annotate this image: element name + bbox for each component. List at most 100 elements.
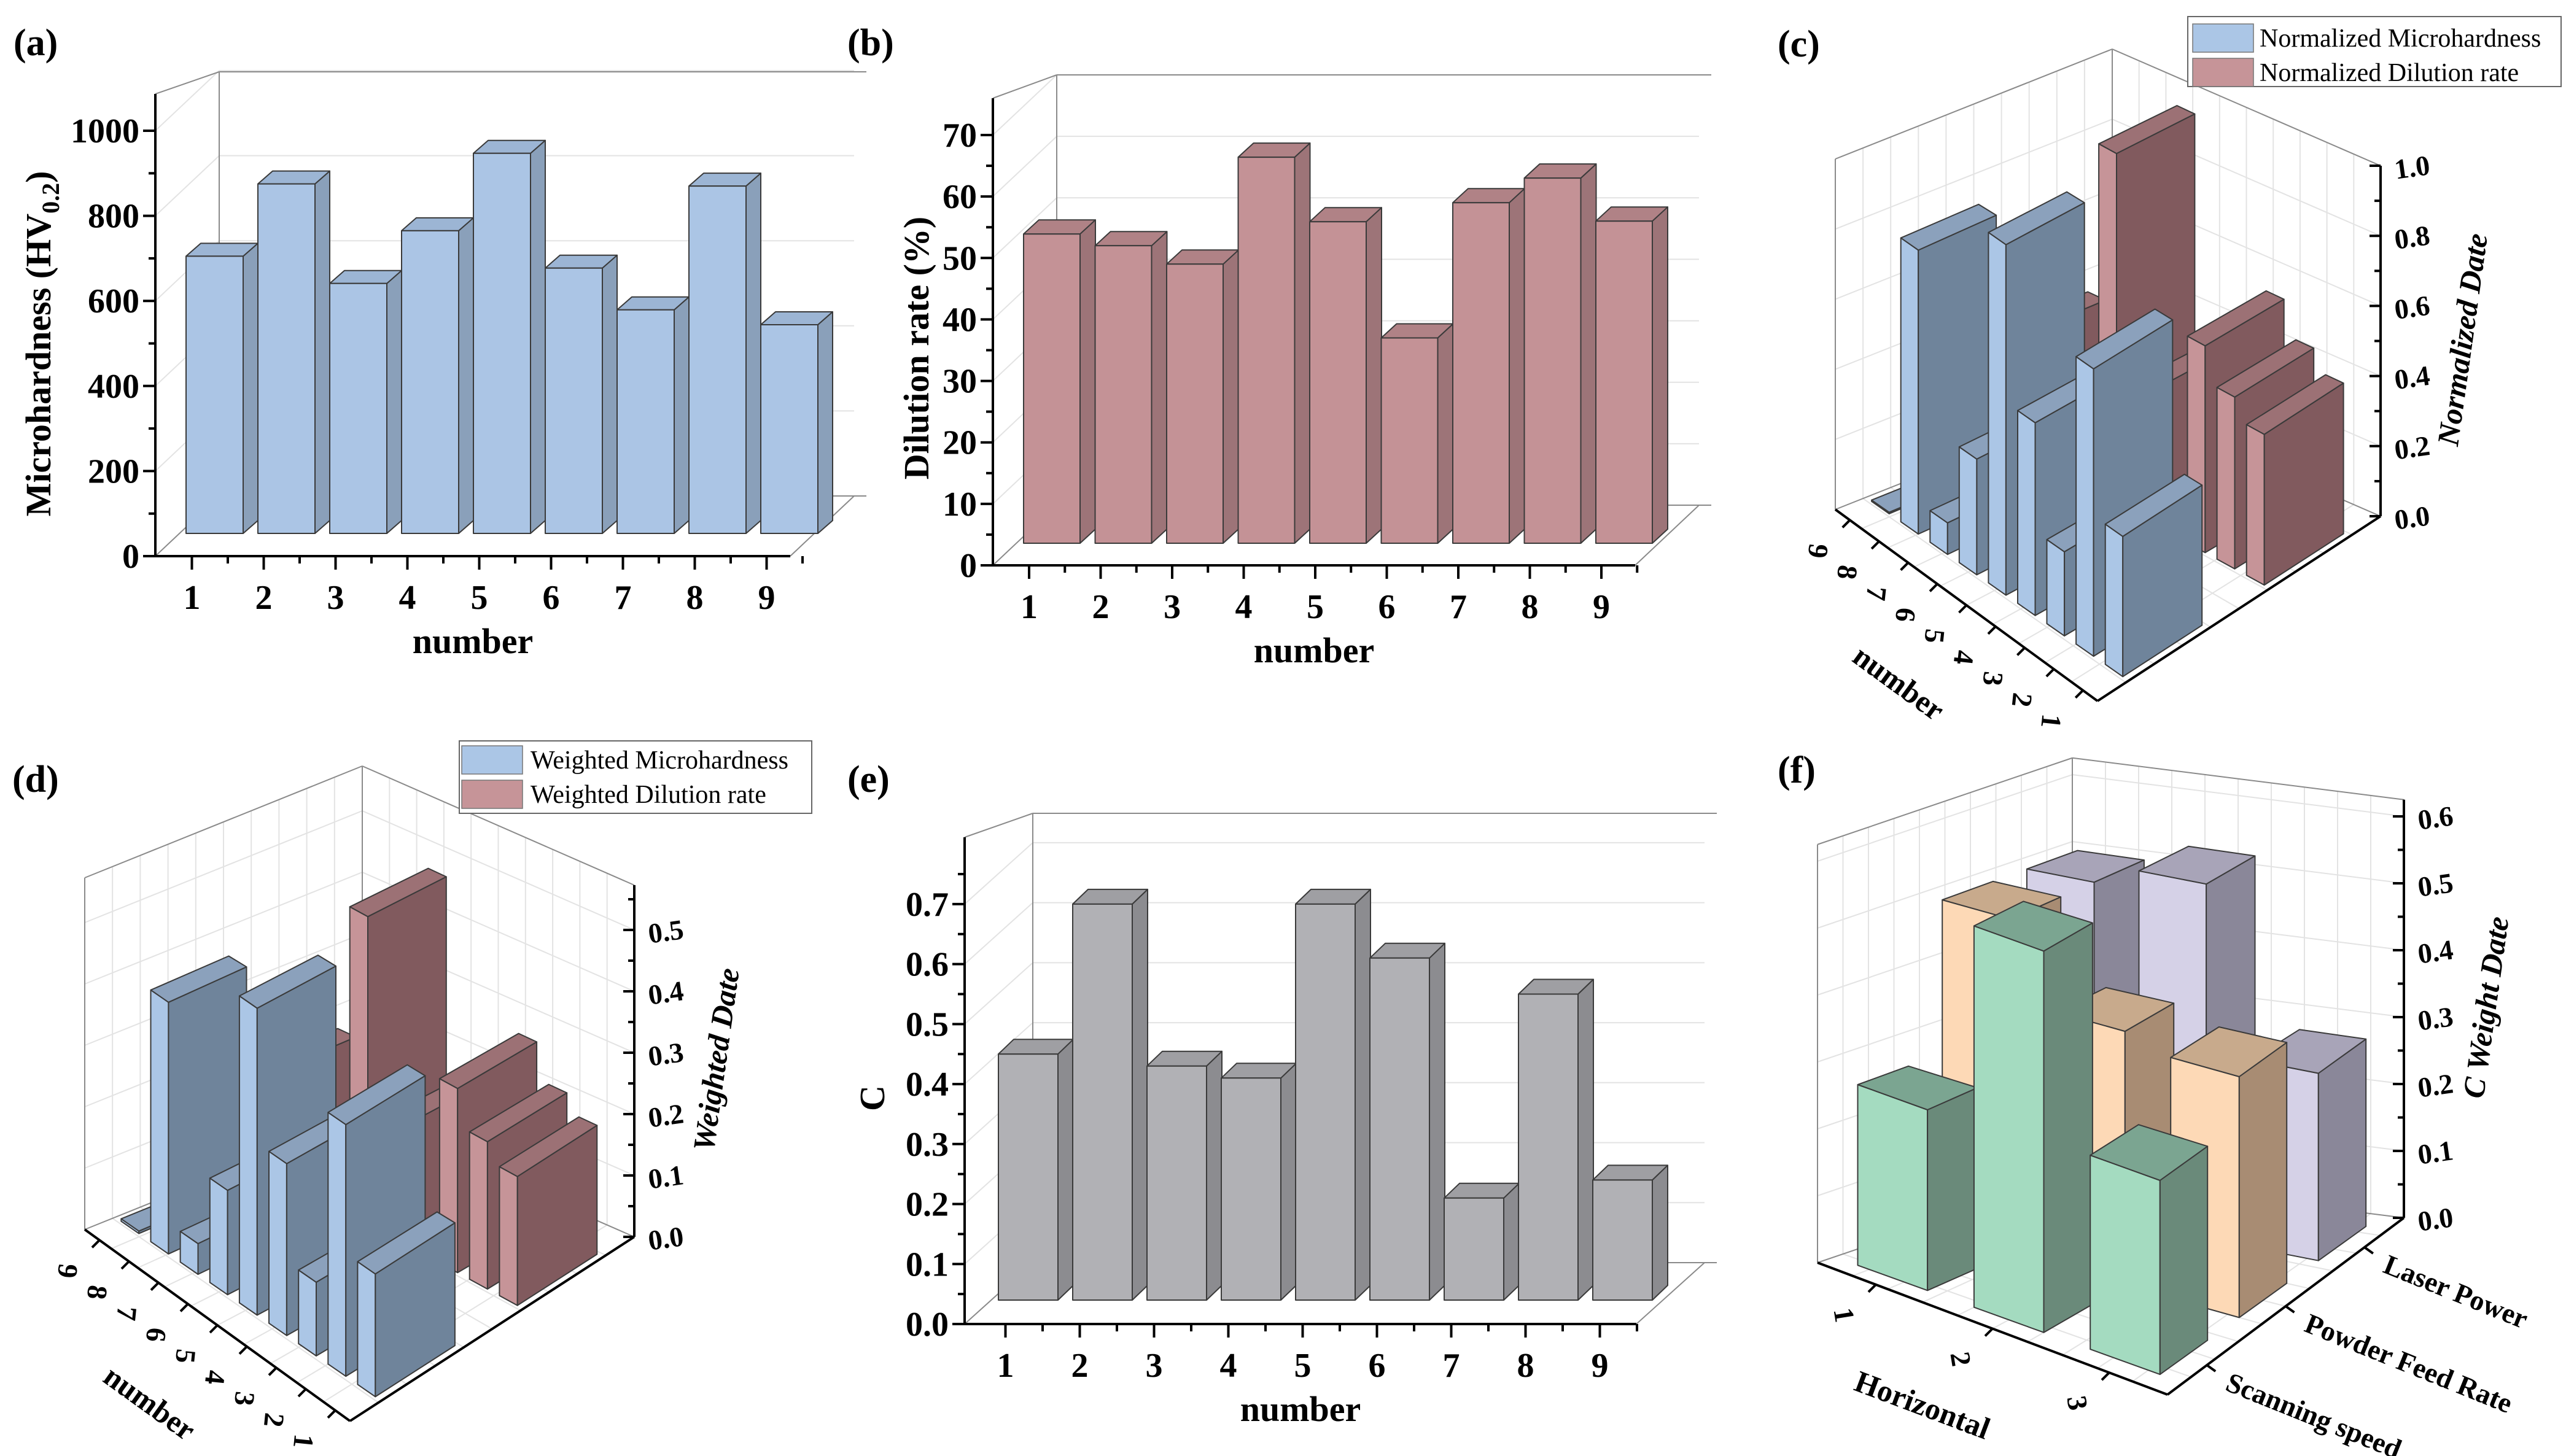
bar-side-face	[1223, 249, 1239, 544]
bar-side-face	[1509, 188, 1525, 544]
bar-5	[1309, 207, 1382, 544]
series-tick-label: Powder Feed Rate	[2301, 1307, 2517, 1419]
bar-top-face	[2245, 374, 2344, 435]
bar-side-face	[1429, 942, 1445, 1301]
category-tick-label: 9	[1802, 543, 1835, 560]
y-tick-label: 40	[943, 301, 977, 339]
bar-side-face	[1079, 219, 1096, 544]
legend: Weighted Microhardness Weighted Dilution …	[459, 740, 812, 814]
bar-top-face	[150, 955, 247, 1003]
y-tick-label: 20	[943, 424, 977, 462]
category-tick-label: 3	[228, 1390, 261, 1408]
y-axis-title-subscript: 0.2	[37, 183, 64, 214]
bar-side-face	[243, 242, 259, 534]
series-tick-label: Laser Power	[2379, 1249, 2532, 1334]
bar-3	[1166, 249, 1239, 544]
y-tick-label: 0.0	[906, 1306, 949, 1344]
y-tick-label: 0.7	[906, 886, 949, 924]
y-tick-label: 400	[88, 368, 139, 406]
bar-top-face	[349, 867, 447, 918]
panel-label: (e)	[847, 759, 890, 800]
bar-9	[1592, 1164, 1668, 1301]
z-tick-label: 0.3	[2416, 1001, 2455, 1037]
bar-front-face	[1221, 1077, 1281, 1301]
y-tick-label: 10	[943, 486, 977, 524]
gridline-side	[964, 902, 1033, 965]
category-tick-label: 5	[169, 1347, 202, 1365]
x-tick-label: 4	[399, 579, 416, 617]
bar-side-face	[602, 254, 618, 534]
bar-front-face	[1518, 993, 1579, 1301]
gridline-side	[992, 136, 1057, 197]
bar-top-face	[2090, 1124, 2209, 1181]
bar3d-scanning-speed-1	[1857, 1065, 1978, 1291]
bar-right-face	[2238, 1042, 2288, 1319]
z-tick-label: 0.0	[2392, 500, 2432, 536]
bar-6	[1369, 942, 1445, 1301]
bar-top-face	[2187, 290, 2285, 347]
bar-front-face	[257, 183, 316, 534]
panel-label: (f)	[1778, 749, 1816, 791]
bar-8	[688, 172, 761, 534]
y-tick-label: 30	[943, 363, 977, 401]
bar-top-face	[357, 1211, 456, 1275]
bar-9	[1595, 206, 1668, 544]
category-tick-label: 4	[199, 1369, 231, 1386]
category-tick-label: 7	[1860, 585, 1893, 602]
y-axis-title: Dilution rate (%)	[896, 217, 936, 480]
y-tick-label: 800	[88, 198, 139, 236]
bar-5	[473, 139, 546, 534]
gridline-z	[1817, 773, 2405, 862]
bar-left-face	[1988, 231, 2007, 596]
category-tick-label: 2	[1944, 1349, 1977, 1368]
category-tick-label: 6	[1889, 606, 1922, 624]
x-tick-label: 4	[1220, 1347, 1237, 1385]
bar-top-face	[1973, 900, 2093, 952]
bar-left-face	[150, 989, 169, 1255]
series-tick	[2206, 1364, 2217, 1373]
z-tick-label: 0.6	[2392, 290, 2432, 326]
z-tick-label: 1.0	[2392, 149, 2432, 185]
category-tick	[2045, 668, 2055, 678]
series-axis	[349, 1236, 636, 1422]
category-tick	[150, 1282, 160, 1291]
bar-1	[1023, 219, 1096, 544]
y-tick-label: 0.4	[906, 1066, 949, 1104]
legend-swatch	[461, 745, 523, 775]
bar-side-face	[530, 139, 546, 534]
x-tick-label: 9	[758, 579, 776, 617]
bar-right-face	[2317, 1038, 2367, 1261]
bar-front-face	[1523, 177, 1582, 544]
wall-top-edge	[1817, 757, 2073, 845]
bar-side-face	[386, 269, 402, 534]
wall-edge	[1636, 1262, 1705, 1325]
panel-b: 0 10 20 30 40 50 60 70 1 2 3 4 5 6 7 8 9 number Dilution r…	[847, 22, 1711, 670]
bar-left-face	[2245, 424, 2265, 586]
bar-3	[329, 269, 402, 534]
category-tick-label: 7	[111, 1305, 143, 1322]
bar-side-face	[1652, 206, 1668, 544]
category-tick	[1870, 540, 1880, 550]
bar-top-face	[1857, 1065, 1978, 1110]
bar-left-face	[468, 1131, 488, 1290]
z-tick-label: 0.8	[2392, 219, 2432, 255]
legend-label: Weighted Microhardness	[531, 746, 788, 775]
wall-edge	[992, 74, 1057, 99]
wall-edge	[155, 71, 220, 95]
bar-4	[401, 217, 474, 534]
y-tick-label: 0.3	[906, 1126, 949, 1164]
category-tick	[268, 1366, 278, 1376]
bar-side-face	[1294, 142, 1311, 544]
bar-side-face	[1652, 1164, 1668, 1301]
y-tick-label: 0.1	[906, 1245, 949, 1284]
bar-side-face	[1151, 231, 1168, 544]
bar-right-face	[2043, 922, 2093, 1333]
bar-left-face	[2104, 523, 2124, 678]
category-tick-label: 2	[2006, 691, 2039, 708]
bar-8	[1523, 163, 1597, 544]
panel-e: 0.0 0.1 0.2 0.3 0.4 0.5 0.6 0.7 1 2 3 4 5 6 7 8 9 number C…	[847, 759, 1717, 1429]
y-axis-title-main: Dilution rate (%)	[896, 217, 936, 480]
bar-2	[1094, 231, 1168, 544]
bar-top-face	[2075, 308, 2174, 370]
category-tick	[120, 1260, 130, 1270]
